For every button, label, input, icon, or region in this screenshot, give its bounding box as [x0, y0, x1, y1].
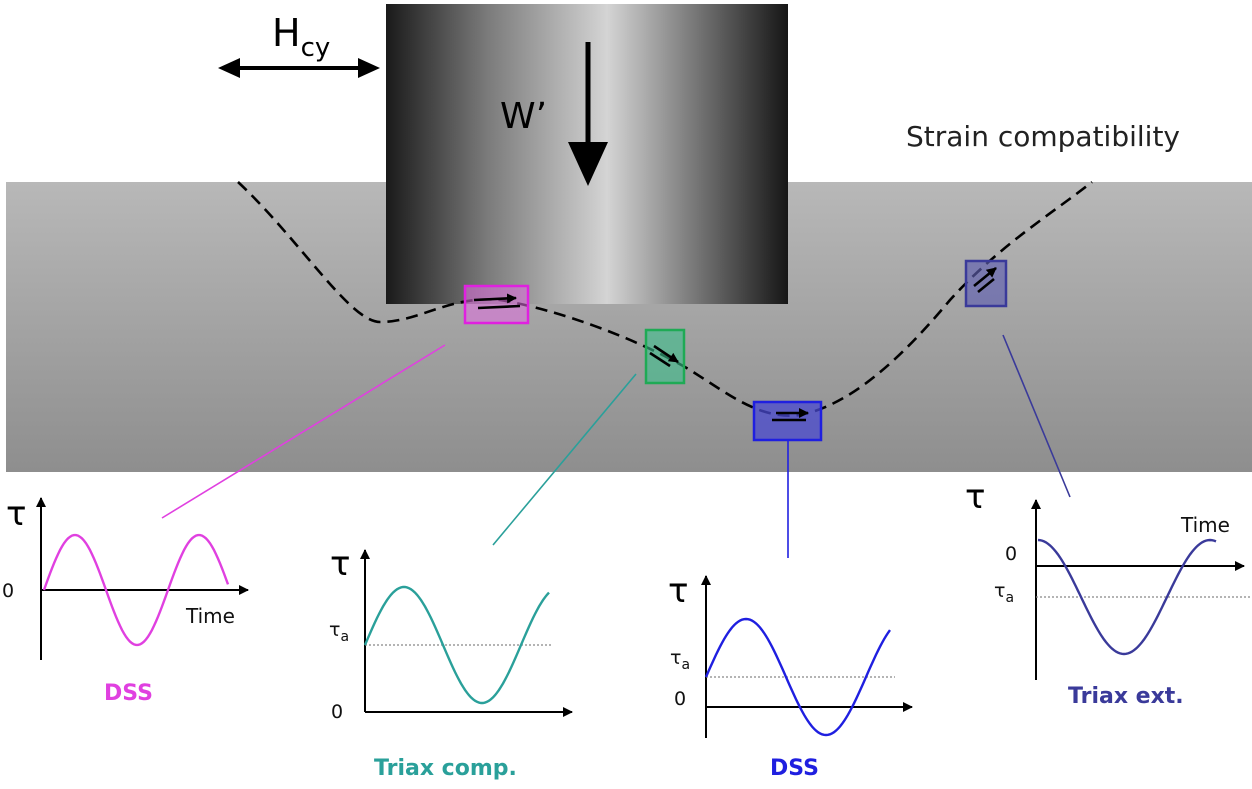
strain-compatibility-label: Strain compatibility [906, 120, 1180, 153]
tau-a-label: τa [670, 647, 690, 673]
plot-title: Triax comp. [374, 756, 517, 781]
element-box-dss-bottom [752, 400, 823, 442]
stress-signal [704, 617, 891, 737]
element-box-triax-comp [644, 328, 686, 385]
time-label: Time [185, 604, 235, 628]
vertical-load-label: W’ [500, 96, 547, 137]
tau-a-label: τa [329, 619, 349, 645]
leader-line-triax-ext [1002, 334, 1071, 498]
zero-label: 0 [1005, 543, 1017, 565]
plot-title: DSS [104, 681, 153, 706]
vertical-load-arrow [568, 42, 608, 186]
plot-triax-ext: τ Time 0 τa Triax ext. [965, 477, 1250, 709]
axis-symbol: τ [965, 477, 985, 517]
zero-label: 0 [674, 688, 686, 710]
time-label: Time [1180, 513, 1230, 537]
plot-dss-bottom: τ τa 0 DSS [668, 571, 913, 781]
zero-label: 0 [331, 701, 343, 723]
stress-signal [363, 585, 550, 705]
stress-signal [1037, 538, 1217, 656]
plot-title: DSS [770, 756, 819, 781]
deformation-curve [237, 180, 1093, 417]
leader-line-triax-comp [492, 373, 637, 546]
plot-dss-top: τ 0 Time DSS [2, 494, 249, 706]
tau-a-label: τa [994, 580, 1014, 606]
axis-symbol: τ [6, 494, 26, 534]
plot-triax-comp: τ τa 0 Triax comp. [329, 544, 573, 781]
leader-line-dss-top [161, 344, 446, 519]
stress-signal [42, 533, 230, 647]
axis-symbol: τ [668, 571, 688, 611]
zero-label: 0 [2, 580, 14, 602]
horizontal-load-label: Hcy [272, 11, 330, 63]
element-box-dss-top [463, 284, 530, 325]
element-box-triax-ext [964, 259, 1008, 308]
horizontal-load-arrow [218, 58, 380, 78]
axis-symbol: τ [330, 544, 350, 584]
plot-title: Triax ext. [1068, 684, 1184, 709]
